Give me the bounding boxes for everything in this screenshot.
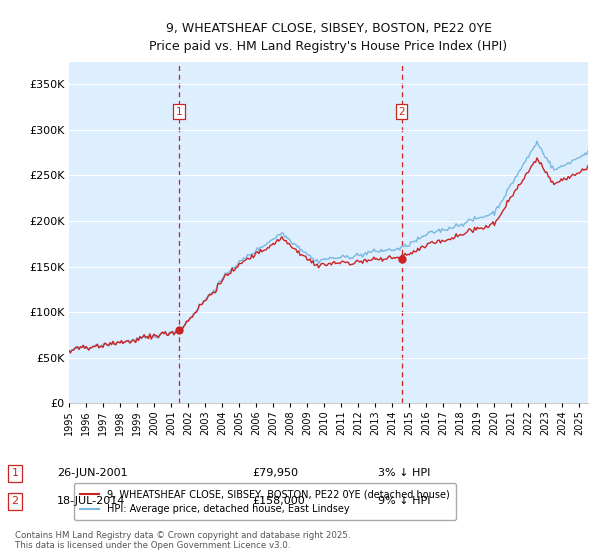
Text: 26-JUN-2001: 26-JUN-2001 — [57, 468, 128, 478]
Text: £158,000: £158,000 — [252, 496, 305, 506]
Text: 1: 1 — [176, 107, 182, 116]
Text: Contains HM Land Registry data © Crown copyright and database right 2025.
This d: Contains HM Land Registry data © Crown c… — [15, 530, 350, 550]
Text: 1: 1 — [11, 468, 19, 478]
Text: 3% ↓ HPI: 3% ↓ HPI — [378, 468, 430, 478]
Text: 18-JUL-2014: 18-JUL-2014 — [57, 496, 125, 506]
Text: £79,950: £79,950 — [252, 468, 298, 478]
Legend: 9, WHEATSHEAF CLOSE, SIBSEY, BOSTON, PE22 0YE (detached house), HPI: Average pri: 9, WHEATSHEAF CLOSE, SIBSEY, BOSTON, PE2… — [74, 483, 455, 520]
Text: 9% ↓ HPI: 9% ↓ HPI — [378, 496, 431, 506]
Text: 2: 2 — [11, 496, 19, 506]
Title: 9, WHEATSHEAF CLOSE, SIBSEY, BOSTON, PE22 0YE
Price paid vs. HM Land Registry's : 9, WHEATSHEAF CLOSE, SIBSEY, BOSTON, PE2… — [149, 22, 508, 54]
Text: 2: 2 — [398, 107, 405, 116]
